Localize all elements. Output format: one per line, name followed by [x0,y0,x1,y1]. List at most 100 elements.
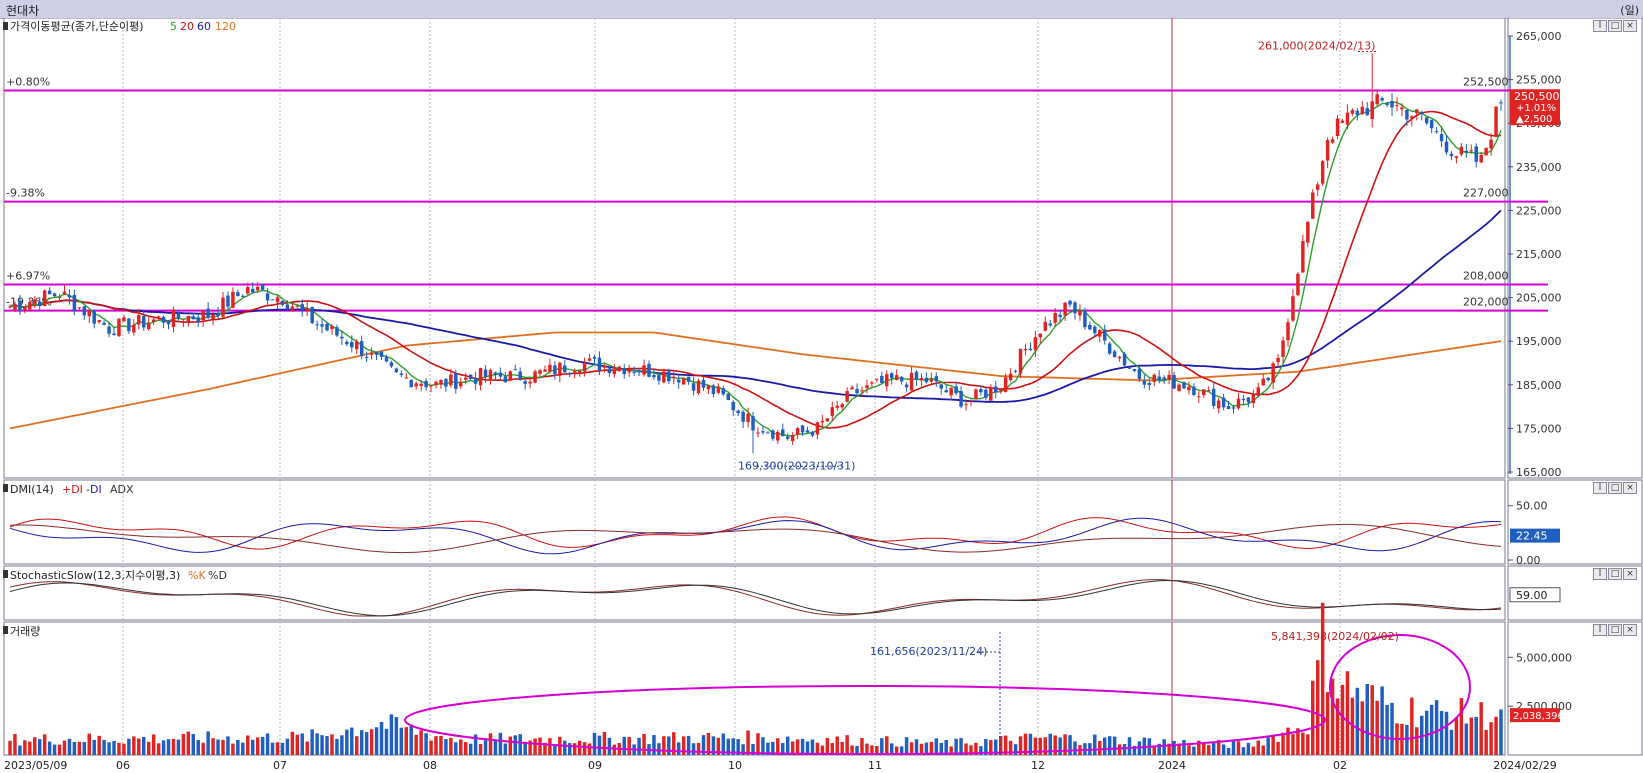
volume-pane-axis [1507,621,1643,756]
candle-body [885,374,889,387]
candle-body [637,370,641,373]
volume-bar [672,732,676,755]
volume-bar [478,744,483,755]
candle-body [627,369,631,373]
volume-bar [815,742,820,755]
title-bar: 현대차 (일) [0,0,1643,19]
volume-bar [1335,698,1340,755]
volume-bar [13,733,17,755]
candle-body [1033,337,1038,351]
volume-bar [998,736,1003,755]
candle-body [612,369,617,375]
x-tick-label: 2024/02/29 [1493,759,1556,772]
candle-body [310,306,314,324]
volume-bar [533,738,537,755]
candle-body [929,379,934,382]
pane-maximize-button[interactable]: □ [1608,624,1622,636]
pane-resize-button[interactable]: ⅼ [1593,568,1607,580]
volume-bar [954,738,958,755]
candle-body [146,322,151,330]
candle-body [1157,376,1161,381]
pane-maximize-button[interactable]: □ [1608,568,1622,580]
ma120-legend: 120 [215,20,236,33]
volume-bar [146,741,151,755]
candle-body [889,373,894,379]
ma20-legend: 20 [180,20,194,33]
volume-bar [112,740,116,755]
pane-maximize-button[interactable]: □ [1608,482,1622,494]
candle-body [681,378,686,385]
ma60-line [9,209,1502,403]
volume-bar [394,717,399,755]
chart-canvas[interactable]: 265,000255,000245,000235,000225,000215,0… [0,18,1643,773]
candle-body [107,326,111,334]
volume-bar [1281,732,1285,755]
volume-bar [899,746,904,755]
candle-body [934,376,939,382]
candle-body [1479,154,1483,163]
volume-bar [622,736,626,755]
volume-bar [340,735,344,755]
candle-body [974,389,978,399]
volume-bar [1415,727,1419,755]
candle-body [127,318,131,332]
volume-bar [543,742,547,755]
pane-resize-button[interactable]: ⅼ [1593,20,1607,32]
candle-body [751,416,755,431]
pane-close-button[interactable]: × [1623,568,1637,580]
candle-body [463,377,468,380]
pane-resize-button[interactable]: ⅼ [1593,624,1607,636]
volume-bar [974,742,978,755]
candle-body [944,390,948,393]
candle-body [340,336,344,339]
candle-body [1380,98,1384,101]
pane-resize-button[interactable]: ⅼ [1593,482,1607,494]
candle-body [979,388,983,393]
volume-bar [1251,746,1256,755]
stock-title: 현대차 [6,4,40,18]
candle-body [355,341,359,350]
candle-body [617,366,622,372]
candle-body [1028,348,1033,351]
pane-maximize-button[interactable]: □ [1608,20,1622,32]
volume-bar [776,738,780,755]
candle-body [800,425,805,433]
candle-body [57,297,62,299]
candle-body [488,370,493,380]
candle-body [161,316,166,323]
volume-bar [18,745,22,755]
volume-bar [1122,744,1127,755]
volume-bar [979,746,983,755]
candle-body [330,326,334,330]
volume-bar [627,737,631,755]
volume-bar [364,732,369,755]
candle-body [1207,390,1211,392]
pane-close-button[interactable]: × [1623,20,1637,32]
candle-body [503,376,508,383]
candle-body [676,379,681,383]
volume-bar [1340,684,1345,755]
volume-bar [681,736,686,755]
pane-close-button[interactable]: × [1623,482,1637,494]
candle-body [1256,387,1261,396]
pane-close-button[interactable]: × [1623,624,1637,636]
candle-body [265,293,270,301]
candle-body [374,351,379,355]
price-tick-label: 225,000 [1516,204,1562,217]
volume-bar [568,743,572,755]
volume-bar [904,737,909,755]
candle-body [8,306,12,308]
candle-body [156,316,161,318]
volume-bar [1241,747,1246,755]
candle-body [1078,310,1082,316]
volume-bar [359,730,364,755]
candle-body [414,383,418,387]
candle-body [260,284,265,290]
volume-bar [47,741,52,755]
volume-bar [1380,686,1384,755]
x-tick-label: 2024 [1158,759,1186,772]
candle-body [449,374,453,386]
volume-bar [241,742,245,755]
candle-body [855,388,859,394]
candle-body [1221,397,1226,408]
